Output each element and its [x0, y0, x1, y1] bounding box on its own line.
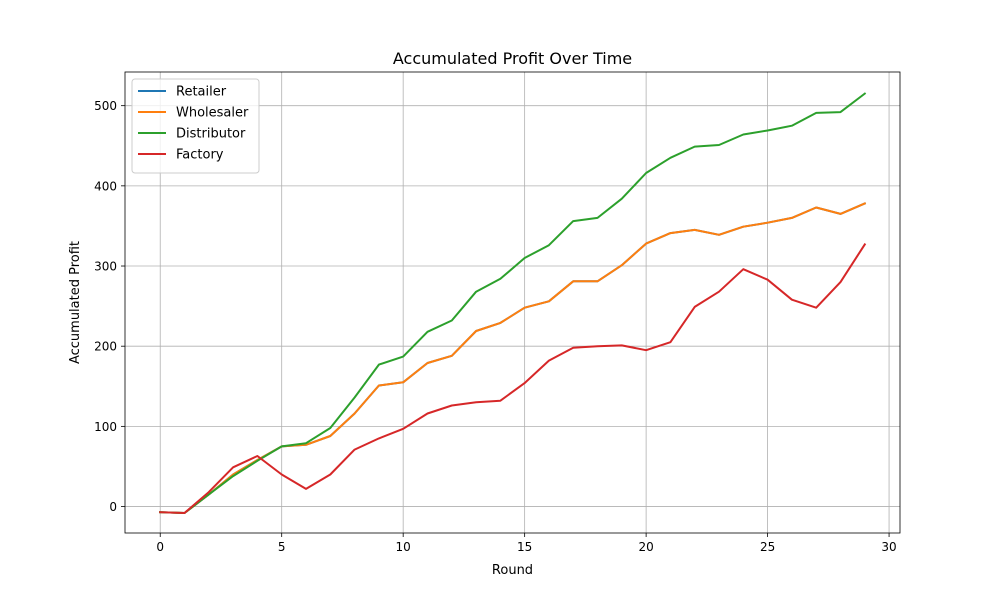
y-tick-label: 300 — [94, 260, 117, 274]
series-layer — [159, 92, 867, 514]
y-tick-label: 500 — [94, 99, 117, 113]
grid-layer — [125, 72, 900, 533]
x-tick-label: 30 — [881, 540, 896, 554]
x-axis-label: Round — [492, 563, 533, 578]
x-tick-label: 25 — [760, 540, 775, 554]
legend-label-retailer: Retailer — [176, 85, 227, 100]
y-axis-label: Accumulated Profit — [68, 241, 83, 364]
x-tick-label: 5 — [278, 540, 286, 554]
x-tick-label: 15 — [517, 540, 532, 554]
chart-title: Accumulated Profit Over Time — [393, 49, 632, 68]
series-line-factory — [159, 243, 867, 514]
x-tick-label: 10 — [396, 540, 411, 554]
y-tick-label: 0 — [109, 500, 117, 514]
legend: Retailer Wholesaler Distributor Factory — [131, 78, 260, 174]
y-tick-label: 200 — [94, 340, 117, 354]
legend-box — [131, 78, 260, 174]
y-tick-label: 100 — [94, 420, 117, 434]
x-tick-label: 20 — [638, 540, 653, 554]
series-line-distributor — [159, 92, 867, 514]
legend-label-distributor: Distributor — [176, 127, 246, 142]
y-tick-label: 400 — [94, 179, 117, 193]
plot-frame — [124, 71, 901, 534]
legend-label-wholesaler: Wholesaler — [176, 106, 249, 121]
x-tick-label: 0 — [156, 540, 164, 554]
legend-label-factory: Factory — [176, 148, 224, 163]
